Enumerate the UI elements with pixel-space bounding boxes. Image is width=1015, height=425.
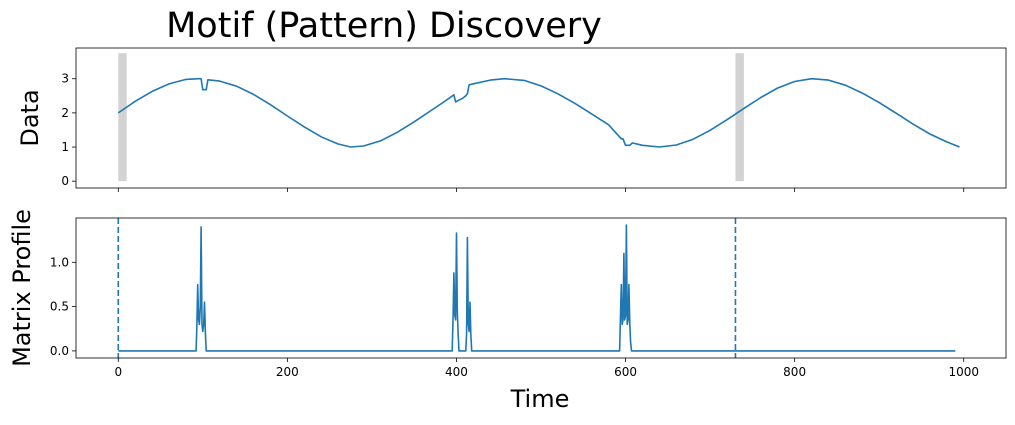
x-tick-label: 0 [114,365,122,379]
y-axis-label: Matrix Profile [8,209,36,367]
x-axis-label: Time [510,385,570,413]
axes-frame [75,217,1007,359]
x-tick-label: 400 [445,365,468,379]
x-tick-label: 200 [276,365,299,379]
y-tick-label: 1.0 [50,255,69,269]
y-tick-label: 0 [61,174,69,188]
x-tick-label: 600 [614,365,637,379]
y-tick-label: 0.0 [50,344,69,358]
y-tick-label: 2 [61,106,69,120]
series-line-0 [118,224,956,352]
data-panel: 0 1 2 3 Data [16,47,1007,192]
axes-frame [75,47,1007,189]
y-axis-label: Data [16,89,44,146]
y-tick-label: 3 [61,72,69,86]
y-tick-label: 0.5 [50,300,69,314]
matrix-profile-panel: 0 200 400 600 800 1000 0.0 0.5 1.0 Matrix Profile… [8,209,1007,413]
x-tick-label: 800 [783,365,806,379]
motif-highlight-1 [735,53,744,182]
motif-highlight-0 [118,53,127,182]
y-tick-label: 1 [61,140,69,154]
x-tick-label: 1000 [948,365,979,379]
chart-title: Motif (Pattern) Discovery [166,6,602,46]
series-line-0 [117,77,960,148]
